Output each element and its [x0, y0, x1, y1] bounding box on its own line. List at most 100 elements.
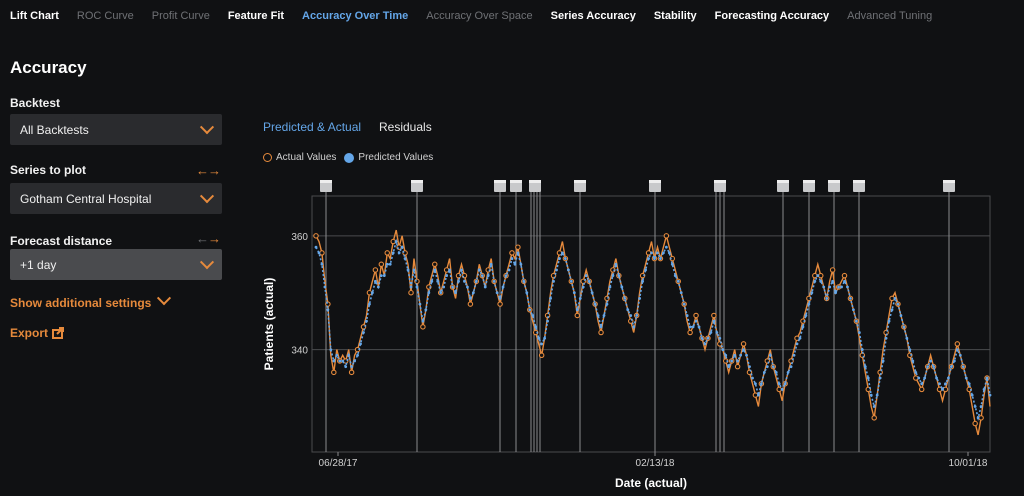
- calendar-icon: [943, 180, 955, 192]
- predicted-series-point: [641, 279, 645, 283]
- model-tabs: Lift Chart ROC Curve Profit Curve Feature F…: [0, 0, 1024, 32]
- predicted-series-point: [504, 274, 508, 278]
- predicted-series-point: [409, 285, 413, 289]
- actual-series-point: [610, 267, 616, 273]
- predicted-series-point: [403, 257, 407, 260]
- actual-series-point: [907, 352, 913, 359]
- predicted-series-point: [967, 382, 971, 386]
- actual-series-point: [342, 358, 349, 364]
- predicted-series-point: [347, 353, 351, 357]
- predicted-series-point: [730, 359, 734, 363]
- predicted-series-point: [430, 279, 434, 283]
- predicted-series-point: [451, 285, 454, 289]
- predicted-series-point: [976, 416, 980, 420]
- predicted-series-point: [323, 285, 327, 289]
- actual-series-point: [871, 415, 877, 421]
- predicted-series-point: [373, 279, 377, 283]
- actual-series-point: [586, 278, 592, 285]
- actual-series-point: [913, 375, 919, 381]
- actual-series-point: [414, 278, 420, 285]
- predicted-series-point: [950, 365, 953, 369]
- actual-series-point: [473, 278, 480, 285]
- predicted-series-point: [555, 268, 558, 272]
- predicted-series-point: [353, 359, 356, 363]
- plot-frame: [311, 195, 991, 453]
- tab-series-accuracy[interactable]: Series Accuracy: [550, 10, 636, 22]
- predicted-series-point: [477, 268, 481, 272]
- calendar-icon-header: [803, 180, 815, 183]
- predicted-series-point: [537, 336, 541, 340]
- predicted-series-point: [362, 331, 365, 334]
- series-select[interactable]: Gotham Central Hospital: [10, 183, 222, 214]
- chevron-down-icon: [199, 188, 215, 203]
- tab-residuals[interactable]: Residuals: [379, 120, 432, 134]
- predicted-series-point: [759, 382, 763, 386]
- predicted-series-point: [471, 291, 475, 295]
- show-settings-link[interactable]: Show additional settings: [10, 291, 172, 310]
- predicted-series-point: [952, 359, 956, 363]
- tab-lift-chart[interactable]: Lift Chart: [10, 10, 59, 22]
- actual-series-point: [627, 318, 634, 324]
- tab-predicted-actual[interactable]: Predicted & Actual: [263, 120, 362, 134]
- actual-series-point: [693, 312, 699, 319]
- predicted-series-point: [964, 376, 968, 380]
- chevron-down-icon: [199, 254, 215, 269]
- predicted-series-point: [614, 262, 618, 266]
- x-tick-label: 06/28/17: [319, 458, 358, 469]
- export-link[interactable]: Export: [10, 326, 65, 340]
- actual-series-point: [984, 375, 990, 381]
- predicted-series-point: [724, 353, 728, 357]
- actual-series-point: [503, 272, 509, 279]
- backtest-select[interactable]: All Backtests: [10, 114, 222, 145]
- actual-series-point: [426, 284, 432, 290]
- tab-forecasting-accuracy[interactable]: Forecasting Accuracy: [714, 10, 830, 22]
- actual-series-point: [972, 420, 978, 427]
- predicted-series-point: [329, 348, 333, 351]
- predicted-series-point: [866, 376, 870, 380]
- tab-stability[interactable]: Stability: [653, 10, 697, 22]
- series-nav-arrows-icon[interactable]: ←→: [196, 163, 221, 178]
- actual-series-point: [669, 255, 676, 262]
- predicted-series-point: [887, 319, 891, 323]
- predicted-series-point: [412, 268, 416, 272]
- predicted-series-point: [786, 370, 790, 374]
- predicted-series-point: [569, 279, 573, 283]
- predicted-series-point: [804, 314, 808, 317]
- predicted-series-point: [540, 342, 544, 346]
- predicted-series-point: [688, 325, 692, 329]
- predicted-series-point: [466, 285, 469, 289]
- actual-series-point: [711, 312, 717, 319]
- predicted-series-point: [587, 279, 591, 283]
- legend-predicted-marker[interactable]: [344, 152, 355, 163]
- predicted-series-point: [852, 308, 855, 312]
- predicted-series-point: [774, 370, 778, 374]
- tab-accuracy-over-space[interactable]: Accuracy Over Space: [426, 10, 533, 22]
- predicted-series-point: [926, 365, 930, 369]
- actual-series-point: [960, 363, 967, 370]
- actual-series-point: [544, 312, 551, 319]
- legend-actual-marker[interactable]: [263, 153, 272, 162]
- forecast-nav-arrows-icon[interactable]: ←→: [196, 231, 221, 246]
- tab-accuracy-over-time[interactable]: Accuracy Over Time: [302, 10, 409, 22]
- tab-roc-curve[interactable]: ROC Curve: [76, 10, 134, 22]
- predicted-series-point: [617, 274, 621, 278]
- series-value: Gotham Central Hospital: [20, 191, 152, 206]
- actual-series-point: [788, 358, 794, 364]
- predicted-series-point: [825, 297, 829, 300]
- predicted-series-point: [944, 382, 947, 386]
- predicted-series-point: [519, 262, 523, 266]
- tab-advanced-tuning[interactable]: Advanced Tuning: [847, 10, 933, 22]
- predicted-series-point: [421, 319, 425, 323]
- backtest-value: All Backtests: [20, 122, 89, 137]
- tab-feature-fit[interactable]: Feature Fit: [227, 10, 285, 22]
- predicted-series-point: [911, 359, 915, 363]
- tab-profit-curve[interactable]: Profit Curve: [151, 10, 210, 22]
- actual-series-point: [942, 386, 949, 393]
- predicted-series-point: [448, 268, 452, 272]
- predicted-series-point: [935, 376, 938, 380]
- predicted-series-point: [899, 314, 903, 317]
- actual-series-point: [818, 272, 824, 279]
- actual-series-point: [396, 244, 402, 250]
- y-tick-label: 360: [291, 232, 308, 243]
- forecast-select[interactable]: +1 day: [10, 249, 222, 280]
